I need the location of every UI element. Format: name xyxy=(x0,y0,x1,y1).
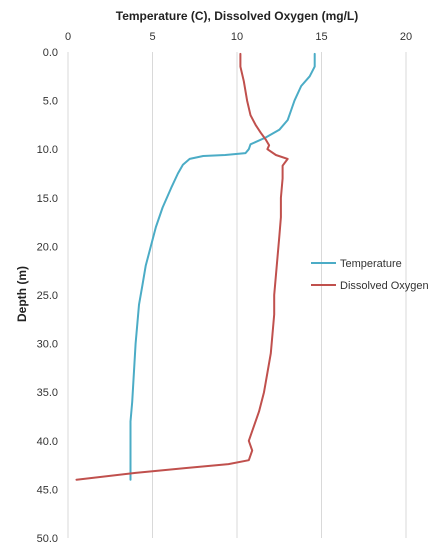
x-tick-labels: 0 5 10 15 20 xyxy=(65,31,412,43)
series-lines xyxy=(75,52,316,481)
x-tick-label: 0 xyxy=(65,31,71,43)
y-tick-label: 50.0 xyxy=(37,533,58,544)
legend-label: Dissolved Oxygen xyxy=(340,280,429,292)
y-tick-label: 45.0 xyxy=(37,484,58,496)
y-tick-label: 5.0 xyxy=(43,96,58,108)
y-tick-label: 40.0 xyxy=(37,436,58,448)
y-tick-labels: 0.0 5.0 10.0 15.0 20.0 25.0 30.0 35.0 40.0 45.0 50… xyxy=(37,47,58,544)
y-tick-label: 15.0 xyxy=(37,193,58,205)
x-axis-title: Temperature (C), Dissolved Oxygen (mg/L) xyxy=(116,9,359,23)
legend-label: Temperature xyxy=(340,258,402,270)
y-tick-label: 10.0 xyxy=(37,144,58,156)
y-tick-label: 25.0 xyxy=(37,290,58,302)
legend: Temperature Dissolved Oxygen xyxy=(311,258,429,292)
series-line-dissolved-oxygen xyxy=(75,52,289,481)
y-tick-label: 20.0 xyxy=(37,241,58,253)
y-tick-label: 35.0 xyxy=(37,387,58,399)
gridlines xyxy=(67,52,407,538)
x-tick-label: 15 xyxy=(315,31,327,43)
y-axis-title: Depth (m) xyxy=(15,266,29,322)
y-tick-label: 0.0 xyxy=(43,47,58,59)
x-tick-label: 5 xyxy=(149,31,155,43)
x-tick-label: 20 xyxy=(400,31,412,43)
series-line-temperature xyxy=(129,52,316,481)
x-tick-label: 10 xyxy=(231,31,243,43)
y-tick-label: 30.0 xyxy=(37,339,58,351)
